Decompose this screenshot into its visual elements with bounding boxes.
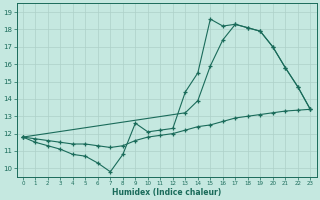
X-axis label: Humidex (Indice chaleur): Humidex (Indice chaleur) [112, 188, 221, 197]
